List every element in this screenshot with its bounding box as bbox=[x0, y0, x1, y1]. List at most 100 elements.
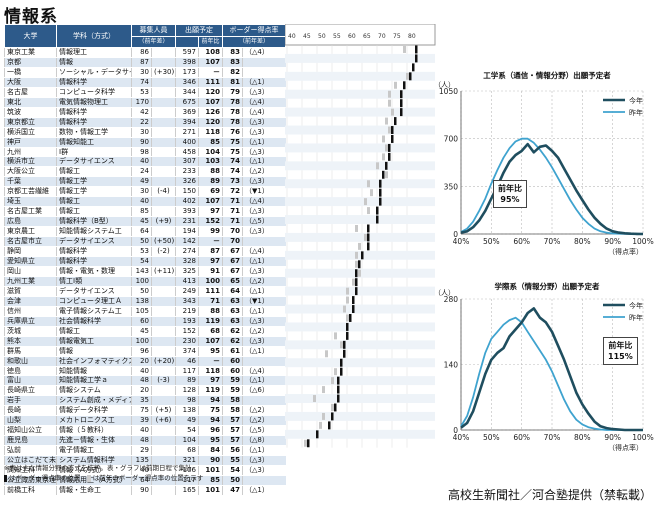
credit: 高校生新聞社／河合塾提供（禁転載） bbox=[447, 488, 652, 502]
ratio-cell: 101 bbox=[198, 465, 223, 476]
ratio-cell: 107 bbox=[198, 57, 223, 68]
border-cell: 71 bbox=[222, 196, 243, 208]
ratio-cell: 69 bbox=[198, 186, 223, 198]
prev-border-marker bbox=[388, 90, 391, 98]
prev-border-marker bbox=[385, 117, 388, 125]
border-cell: 63 bbox=[222, 296, 243, 307]
row-band bbox=[285, 376, 435, 386]
capacity-cell: 90 bbox=[131, 137, 152, 148]
applicants-cell: 675 bbox=[175, 97, 199, 108]
scale-header bbox=[285, 24, 436, 46]
capacity-diff-cell: (+5) bbox=[151, 405, 176, 417]
capacity-cell: 20 bbox=[131, 356, 152, 367]
capacity-diff-cell: (-4) bbox=[151, 186, 176, 198]
x-axis-label: （得点率） bbox=[608, 247, 643, 256]
ratio-cell: 118 bbox=[198, 127, 223, 138]
applicants-cell: 128 bbox=[175, 385, 199, 397]
dept-cell: 知能情報工学ａ bbox=[56, 375, 132, 387]
table-row: 名古屋工業 情報工 85 393 97 71 （△3） bbox=[4, 206, 286, 218]
dept-cell: 情報科学 bbox=[56, 117, 132, 128]
table-row: 筑波 情報科学 42 369 126 78 （△4） bbox=[4, 107, 286, 118]
ratio-cell: 99 bbox=[198, 226, 223, 238]
prev-border-marker bbox=[382, 135, 385, 143]
border-diff-cell: （△2） bbox=[242, 166, 286, 178]
border-diff-cell: （△1） bbox=[242, 256, 286, 267]
capacity-cell: 53 bbox=[131, 87, 152, 98]
applicants-cell: 117 bbox=[175, 366, 199, 377]
table-row: 東京農工 知能情報システム工 64 194 99 70 （△3） bbox=[4, 226, 286, 238]
dept-cell: 情報工 bbox=[56, 326, 132, 337]
border-marker bbox=[415, 45, 418, 54]
ratio-cell: 75 bbox=[198, 405, 223, 417]
x-tick-label: 80% bbox=[574, 237, 591, 246]
applicants-cell: 328 bbox=[175, 256, 199, 267]
x-tick-label: 60% bbox=[513, 237, 530, 246]
capacity-cell: 64 bbox=[131, 475, 152, 486]
dept-cell: 情報 bbox=[56, 57, 132, 68]
univ-cell: 徳島 bbox=[4, 366, 57, 377]
table-row: 徳島 知能情報 40 117 118 60 （△4） bbox=[4, 366, 286, 377]
prev-border-marker bbox=[364, 198, 367, 206]
row-band bbox=[285, 197, 435, 207]
border-diff-cell: （△2） bbox=[242, 326, 286, 337]
border-diff-cell: （△3） bbox=[242, 226, 286, 238]
capacity-diff-cell bbox=[151, 286, 176, 297]
table-row: 横浜国立 数物・情報工学 30 271 118 76 （△3） bbox=[4, 127, 286, 138]
univ-cell: 鹿児島 bbox=[4, 435, 57, 447]
univ-cell: 九州工業 bbox=[4, 276, 57, 287]
univ-cell: 群馬 bbox=[4, 346, 57, 357]
row-band bbox=[285, 89, 435, 99]
table-row: 鹿児島 先進－情報・生体 48 104 95 57 （△8） bbox=[4, 435, 286, 447]
applicants-cell: 458 bbox=[175, 147, 199, 158]
border-diff-cell: （△3） bbox=[242, 206, 286, 218]
border-cell: 54 bbox=[222, 465, 243, 476]
border-cell: 65 bbox=[222, 276, 243, 287]
prev-border-marker bbox=[370, 189, 373, 197]
border-cell: 71 bbox=[222, 206, 243, 218]
border-marker bbox=[355, 287, 358, 296]
capacity-diff-cell bbox=[151, 306, 176, 317]
scale-tick-label: 55 bbox=[333, 33, 341, 40]
capacity-cell: 87 bbox=[131, 57, 152, 68]
univ-cell: 高知工科 bbox=[4, 465, 57, 476]
univ-cell: 筑波 bbox=[4, 107, 57, 118]
border-cell: 55 bbox=[222, 455, 243, 467]
scale-tick-label: 40 bbox=[288, 33, 296, 40]
row-band bbox=[285, 107, 435, 117]
scale-tick-label: 65 bbox=[363, 33, 371, 40]
border-diff-cell: （△3） bbox=[242, 455, 286, 467]
border-diff-cell bbox=[242, 356, 286, 367]
row-band bbox=[285, 286, 435, 296]
capacity-cell: 24 bbox=[131, 166, 152, 178]
dept-cell: データサイエンス bbox=[56, 156, 132, 168]
border-cell: 62 bbox=[222, 336, 243, 347]
border-diff-cell: （△3） bbox=[242, 266, 286, 277]
applicants-cell: 231 bbox=[175, 216, 199, 228]
border-diff-cell: （△2） bbox=[242, 405, 286, 417]
applicants-cell: 104 bbox=[175, 435, 199, 447]
x-tick-label: 90% bbox=[604, 237, 621, 246]
capacity-diff-cell bbox=[151, 77, 176, 88]
border-diff-cell: （△1） bbox=[242, 156, 286, 168]
ratio-cell: 104 bbox=[198, 147, 223, 158]
applicants-cell: 597 bbox=[175, 47, 199, 58]
capacity-cell: 135 bbox=[131, 455, 152, 467]
capacity-diff-cell bbox=[151, 87, 176, 98]
page-title: 情報系 bbox=[4, 7, 58, 27]
table-row: 弘前 電子情報工 29 68 84 56 （△1） bbox=[4, 445, 286, 457]
border-diff-cell: （△4） bbox=[242, 366, 286, 377]
border-cell: 67 bbox=[222, 256, 243, 267]
y-axis-label: （人） bbox=[435, 289, 455, 297]
row-band bbox=[285, 161, 435, 171]
border-marker bbox=[358, 260, 361, 269]
prev-border-marker bbox=[355, 251, 358, 259]
capacity-cell: 40 bbox=[131, 156, 152, 168]
ratio-cell: 107 bbox=[198, 97, 223, 108]
x-tick-label: 90% bbox=[604, 433, 621, 442]
prev-border-marker bbox=[304, 439, 307, 447]
border-cell: 75 bbox=[222, 147, 243, 158]
capacity-diff-cell bbox=[151, 385, 176, 397]
scale-tick-label: 75 bbox=[393, 33, 401, 40]
ratio-label: 前年比 bbox=[498, 184, 522, 193]
